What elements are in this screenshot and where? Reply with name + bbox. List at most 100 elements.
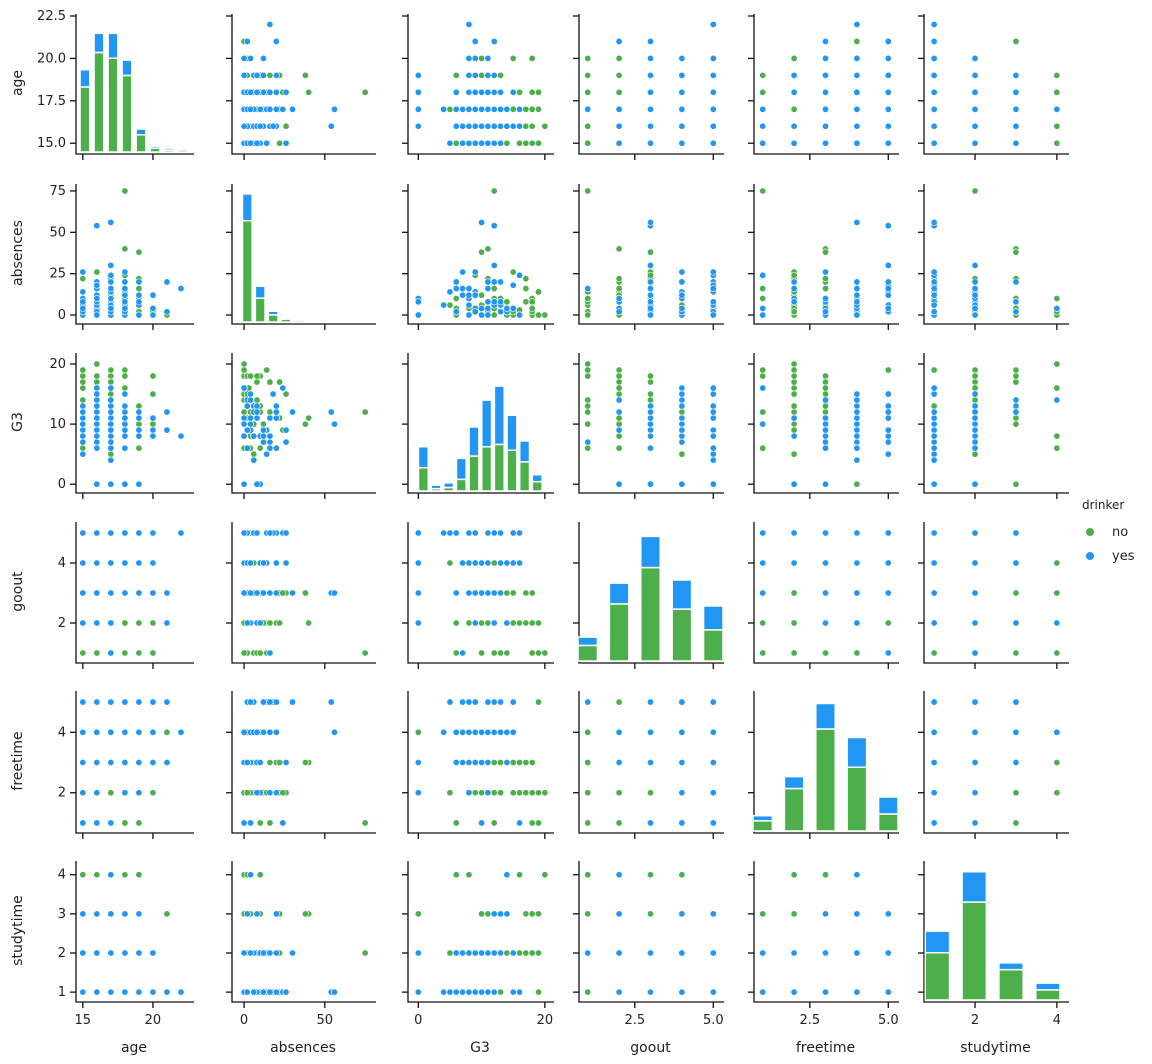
- panel-axes: [407, 861, 554, 1003]
- xtick-label: 5.0: [878, 1013, 899, 1028]
- scatter-point-yes: [884, 949, 892, 957]
- scatter-point-no: [121, 819, 129, 827]
- scatter-point-no: [646, 372, 654, 380]
- hist-bar-yes: [93, 32, 105, 54]
- scatter-point-yes: [250, 456, 258, 464]
- panel-axes: [231, 14, 376, 155]
- scatter-point-yes: [790, 529, 798, 537]
- scatter-point-yes: [282, 759, 290, 767]
- scatter-point-yes: [490, 298, 498, 306]
- ytick-label: 20: [49, 357, 66, 372]
- hist-bar-yes: [961, 871, 988, 903]
- scatter-point-yes: [853, 444, 861, 452]
- scatter-point-yes: [459, 988, 467, 996]
- scatter-point-yes: [490, 88, 498, 96]
- scatter-point-yes: [516, 271, 524, 279]
- scatter-point-no: [535, 819, 543, 827]
- scatter-point-yes: [93, 480, 101, 488]
- scatter-point-yes: [853, 402, 861, 410]
- scatter-point-yes: [266, 698, 274, 706]
- panel-axes: [407, 14, 554, 155]
- scatter-point-yes: [930, 559, 938, 567]
- scatter-point-yes: [490, 261, 498, 269]
- hist-bar-yes: [468, 426, 480, 457]
- scatter-point-yes: [646, 414, 654, 422]
- scatter-point-yes: [646, 444, 654, 452]
- xaxis-label-age: age: [121, 1040, 147, 1056]
- scatter-point-yes: [256, 759, 264, 767]
- scatter-point-yes: [121, 402, 129, 410]
- scatter-point-yes: [247, 819, 255, 827]
- scatter-point-yes: [282, 529, 290, 537]
- scatter-point-no: [930, 366, 938, 374]
- scatter-point-no: [266, 71, 274, 79]
- scatter-point-yes: [484, 311, 492, 319]
- scatter-point-yes: [678, 420, 686, 428]
- scatter-point-yes: [259, 54, 267, 62]
- hist-bar-yes: [79, 68, 91, 88]
- scatter-point-yes: [821, 71, 829, 79]
- scatter-point-no: [1012, 366, 1020, 374]
- hist-bar-yes: [702, 605, 724, 631]
- scatter-point-yes: [930, 54, 938, 62]
- scatter-point-yes: [490, 698, 498, 706]
- scatter-point-no: [452, 294, 460, 302]
- scatter-point-yes: [853, 278, 861, 286]
- scatter-point-no: [535, 789, 543, 797]
- scatter-point-yes: [930, 698, 938, 706]
- scatter-point-yes: [646, 88, 654, 96]
- hist-bar-yes: [149, 145, 161, 149]
- scatter-point-no: [790, 54, 798, 62]
- scatter-point-yes: [149, 759, 157, 767]
- scatter-point-no: [452, 71, 460, 79]
- scatter-point-yes: [282, 139, 290, 147]
- scatter-point-no: [528, 304, 536, 312]
- scatter-point-yes: [884, 438, 892, 446]
- scatter-point-yes: [930, 438, 938, 446]
- scatter-point-no: [522, 949, 530, 957]
- scatter-point-yes: [93, 438, 101, 446]
- scatter-point-yes: [971, 402, 979, 410]
- scatter-point-yes: [107, 949, 115, 957]
- scatter-point-yes: [646, 949, 654, 957]
- scatter-point-yes: [446, 698, 454, 706]
- scatter-point-no: [253, 378, 261, 386]
- scatter-point-yes: [465, 122, 473, 130]
- scatter-point-no: [971, 384, 979, 392]
- scatter-point-yes: [289, 589, 297, 597]
- scatter-point-yes: [289, 949, 297, 957]
- scatter-point-yes: [259, 698, 267, 706]
- scatter-point-yes: [240, 480, 248, 488]
- scatter-point-yes: [247, 420, 255, 428]
- scatter-point-yes: [282, 426, 290, 434]
- scatter-point-yes: [79, 789, 87, 797]
- scatter-point-yes: [503, 619, 511, 627]
- scatter-point-no: [615, 245, 623, 253]
- scatter-point-yes: [509, 728, 517, 736]
- scatter-point-yes: [709, 432, 717, 440]
- scatter-point-yes: [121, 285, 129, 293]
- scatter-point-yes: [240, 414, 248, 422]
- xaxis-label-goout: goout: [630, 1040, 671, 1056]
- scatter-point-yes: [247, 698, 255, 706]
- scatter-point-yes: [971, 619, 979, 627]
- scatter-point-yes: [853, 71, 861, 79]
- scatter-point-yes: [163, 589, 171, 597]
- scatter-point-yes: [709, 949, 717, 957]
- scatter-point-yes: [107, 480, 115, 488]
- scatter-point-yes: [253, 88, 261, 96]
- hist-bar-no: [135, 134, 147, 153]
- scatter-point-yes: [247, 54, 255, 62]
- scatter-point-yes: [177, 432, 185, 440]
- scatter-point-yes: [135, 698, 143, 706]
- scatter-point-no: [93, 268, 101, 276]
- hist-bar-no: [493, 443, 505, 492]
- yaxis-label-G3: G3: [10, 412, 26, 432]
- scatter-point-no: [497, 789, 505, 797]
- scatter-point-yes: [484, 789, 492, 797]
- scatter-point-yes: [135, 559, 143, 567]
- scatter-point-yes: [93, 529, 101, 537]
- scatter-point-yes: [478, 559, 486, 567]
- scatter-point-no: [790, 271, 798, 279]
- scatter-point-no: [971, 187, 979, 195]
